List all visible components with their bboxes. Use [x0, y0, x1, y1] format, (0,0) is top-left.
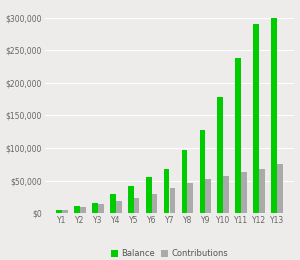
Bar [128, 186, 134, 213]
Bar [146, 177, 152, 213]
Bar [110, 194, 116, 213]
Bar [152, 194, 157, 213]
Bar [56, 210, 62, 213]
Bar [253, 24, 259, 213]
Legend: Balance, Contributions: Balance, Contributions [108, 246, 231, 260]
Bar [92, 203, 98, 213]
Bar [188, 183, 193, 213]
Bar [134, 198, 140, 213]
Bar [98, 204, 103, 213]
Bar [116, 202, 122, 213]
Bar [62, 210, 68, 213]
Bar [182, 150, 188, 213]
Bar [218, 97, 223, 213]
Bar [277, 164, 283, 213]
Bar [200, 130, 205, 213]
Bar [271, 18, 277, 213]
Bar [169, 188, 175, 213]
Bar [259, 169, 265, 213]
Bar [164, 169, 169, 213]
Bar [223, 176, 229, 213]
Bar [80, 207, 86, 213]
Bar [236, 58, 241, 213]
Bar [205, 179, 211, 213]
Bar [74, 206, 80, 213]
Bar [241, 172, 247, 213]
